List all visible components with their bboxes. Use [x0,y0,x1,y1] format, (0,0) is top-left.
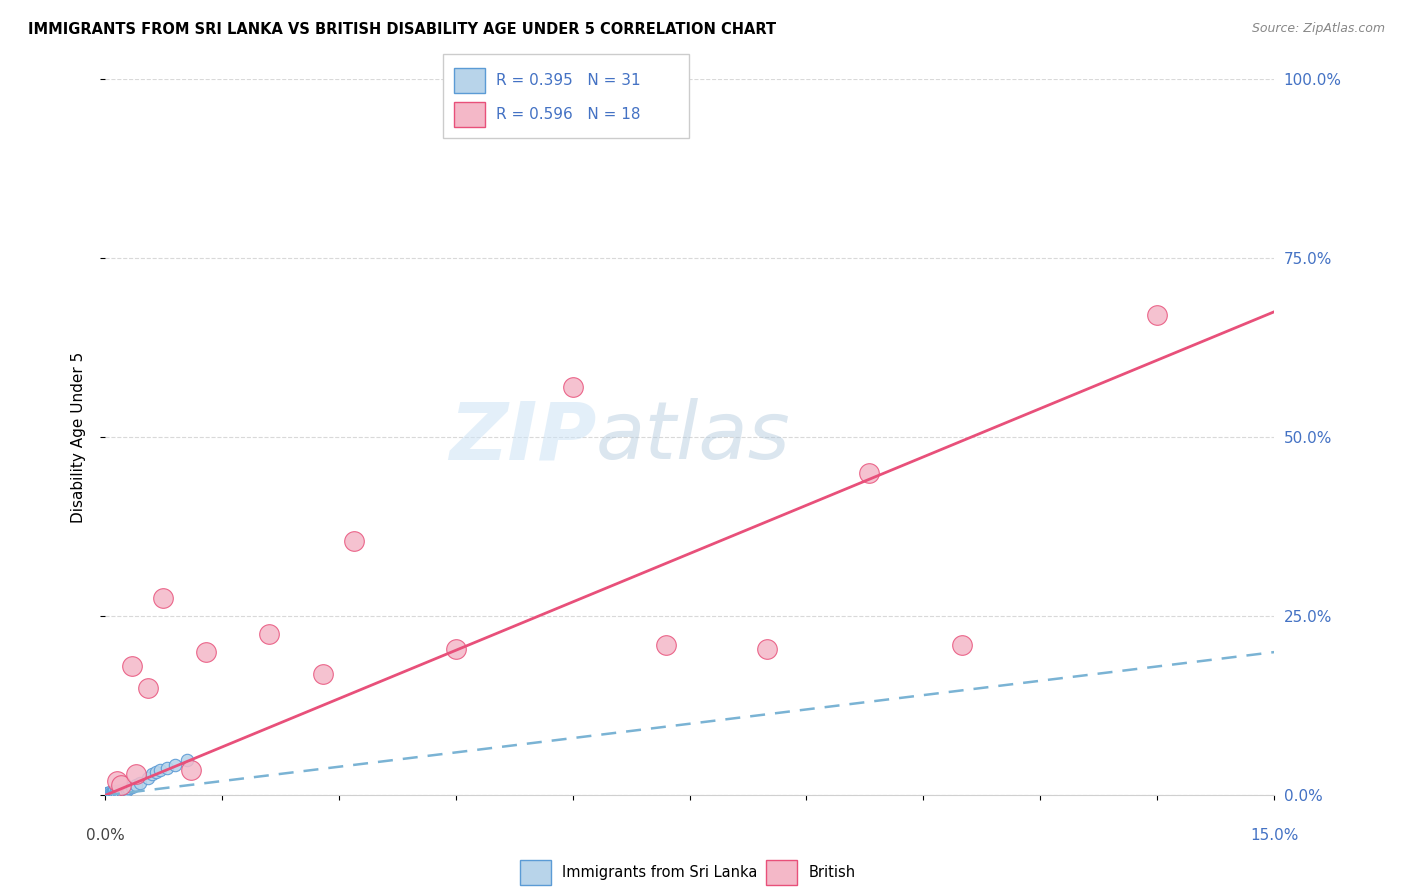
Point [136,771,159,785]
Point [136,681,159,695]
Point [145,765,167,780]
Text: atlas: atlas [596,398,790,476]
Point [312,666,335,681]
Point [180,764,202,778]
Point [858,466,880,480]
Point [111,784,134,798]
Point [129,775,152,789]
Point [101,786,124,800]
Text: R = 0.395   N = 31: R = 0.395 N = 31 [496,73,641,88]
Point [195,645,218,659]
Point [121,659,143,673]
Point [114,782,136,797]
Point [97,786,120,800]
Point [156,761,179,775]
Point [107,784,129,798]
Point [655,638,678,652]
Point [117,781,139,796]
Point [125,767,148,781]
Point [103,786,125,800]
Point [101,785,124,799]
Point [96,786,118,800]
Point [115,783,138,797]
Point [141,767,163,781]
Point [103,784,125,798]
Text: 0.0%: 0.0% [86,828,124,843]
Point [756,641,779,656]
Point [561,380,583,394]
Point [121,780,143,794]
Point [100,787,122,801]
Y-axis label: Disability Age Under 5: Disability Age Under 5 [72,351,86,523]
Point [1146,309,1168,323]
Text: R = 0.596   N = 18: R = 0.596 N = 18 [496,107,641,122]
Text: ZIP: ZIP [449,398,596,476]
Point [444,641,467,656]
Text: IMMIGRANTS FROM SRI LANKA VS BRITISH DISABILITY AGE UNDER 5 CORRELATION CHART: IMMIGRANTS FROM SRI LANKA VS BRITISH DIS… [28,22,776,37]
Text: British: British [808,865,856,880]
Point [98,785,121,799]
Point [343,534,366,549]
Point [125,778,148,792]
Point [110,778,132,792]
Point [104,786,127,800]
Text: Immigrants from Sri Lanka: Immigrants from Sri Lanka [562,865,758,880]
Point [96,787,118,801]
Point [105,774,128,789]
Point [176,753,198,767]
Point [110,783,132,797]
Point [100,786,122,800]
Point [257,627,280,641]
Point [165,758,187,772]
Text: 15.0%: 15.0% [1250,828,1298,843]
Point [148,764,170,778]
Text: Source: ZipAtlas.com: Source: ZipAtlas.com [1251,22,1385,36]
Point [950,638,973,652]
Point [108,785,131,799]
Point [105,786,128,800]
Point [104,785,127,799]
Point [152,591,174,606]
Point [97,786,120,800]
